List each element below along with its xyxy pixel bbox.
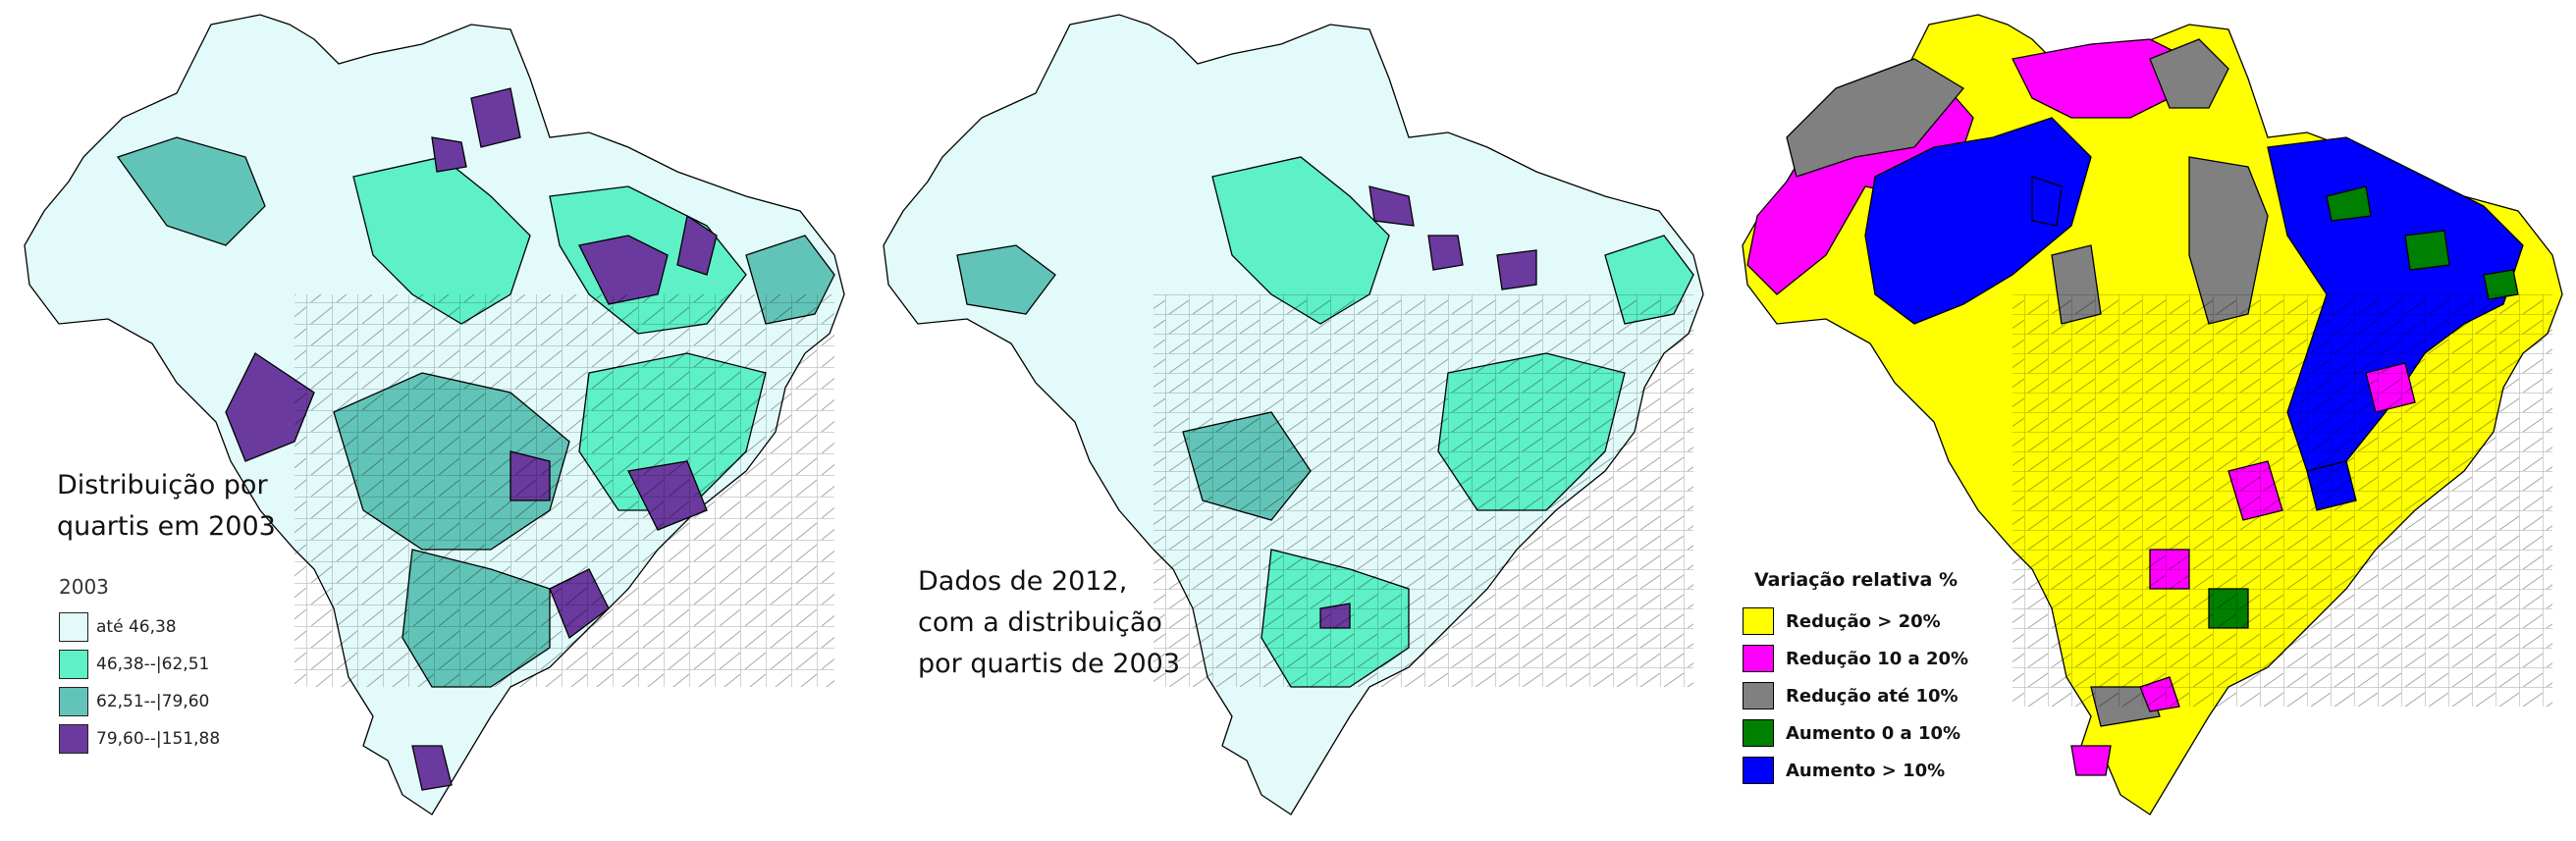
legend-swatch bbox=[1743, 607, 1774, 635]
legend-item: Redução > 20% bbox=[1743, 603, 2037, 640]
legend-swatch bbox=[1743, 757, 1774, 784]
legend-label: Redução até 10% bbox=[1786, 685, 1959, 707]
legend-label: 62,51--|79,60 bbox=[96, 692, 210, 711]
legend-item: 62,51--|79,60 bbox=[59, 683, 285, 720]
legend-swatch bbox=[1743, 682, 1774, 710]
legend-label: Aumento 0 a 10% bbox=[1786, 722, 1961, 744]
legend-2003-quartis: 2003 até 46,38 46,38--|62,51 62,51--|79,… bbox=[59, 575, 285, 758]
map-caption-2012: Dados de 2012, com a distribuição por qu… bbox=[918, 566, 1181, 679]
legend-item: Aumento > 10% bbox=[1743, 752, 2037, 789]
municipal-borders bbox=[2012, 294, 2552, 707]
brazil-map-2003 bbox=[24, 14, 845, 815]
municipal-borders bbox=[295, 294, 834, 687]
legend-item: Redução até 10% bbox=[1743, 677, 2037, 714]
legend-title: 2003 bbox=[59, 575, 109, 599]
brazil-map-2012 bbox=[883, 14, 1704, 815]
legend-item: 79,60--|151,88 bbox=[59, 720, 285, 758]
legend-item: 46,38--|62,51 bbox=[59, 646, 285, 683]
map-panel-2003: Distribuição por quartis em 2003 2003 at… bbox=[0, 0, 864, 841]
legend-label: Redução > 20% bbox=[1786, 610, 1941, 632]
legend-swatch bbox=[59, 650, 88, 679]
brazil-map-variacao bbox=[1742, 14, 2563, 815]
legend-swatch bbox=[59, 612, 88, 642]
map-caption-2003: Distribuição por quartis em 2003 bbox=[57, 470, 276, 542]
legend-label: até 46,38 bbox=[96, 617, 177, 637]
legend-label: Redução 10 a 20% bbox=[1786, 648, 1969, 669]
map-panel-2012: Dados de 2012, com a distribuição por qu… bbox=[859, 0, 1723, 841]
legend-swatch bbox=[1743, 719, 1774, 747]
map-panel-variacao: Variação relativa % Redução > 20% Reduçã… bbox=[1718, 0, 2576, 841]
municipal-borders bbox=[1154, 294, 1693, 687]
legend-swatch bbox=[1743, 645, 1774, 672]
legend-label: Aumento > 10% bbox=[1786, 760, 1946, 781]
legend-item: Aumento 0 a 10% bbox=[1743, 714, 2037, 752]
legend-item: até 46,38 bbox=[59, 608, 285, 646]
legend-title: Variação relativa % bbox=[1754, 569, 1958, 591]
legend-variacao-relativa: Variação relativa % Redução > 20% Reduçã… bbox=[1743, 569, 2037, 789]
legend-swatch bbox=[59, 724, 88, 754]
legend-item: Redução 10 a 20% bbox=[1743, 640, 2037, 677]
legend-label: 46,38--|62,51 bbox=[96, 655, 210, 674]
legend-label: 79,60--|151,88 bbox=[96, 729, 221, 749]
legend-swatch bbox=[59, 687, 88, 716]
